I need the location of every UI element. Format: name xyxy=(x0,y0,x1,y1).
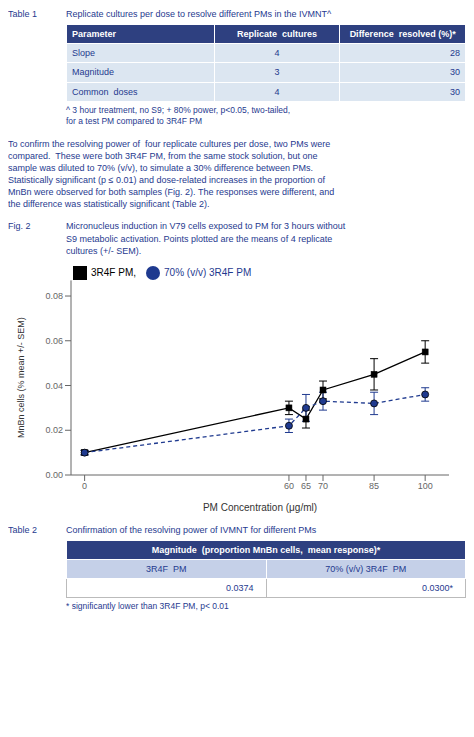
html-text:0.0300*: 0.0300* xyxy=(422,583,453,594)
html-text:Table 2: Table 2 xyxy=(8,524,37,535)
html-text:70% (v/v) 3R4F PM: 70% (v/v) 3R4F PM xyxy=(325,564,407,575)
html-text:30: 30 xyxy=(450,67,460,78)
html-text:3R4F PM,: 3R4F PM, xyxy=(91,266,136,278)
html-text:* significantly lower than 3R4: * significantly lower than 3R4F PM, p< 0… xyxy=(66,601,229,612)
svg-text:0.00: 0.00 xyxy=(45,470,63,480)
html-text:Magnitude: Magnitude xyxy=(72,67,114,78)
html-text:4: 4 xyxy=(274,48,280,59)
svg-text:100: 100 xyxy=(418,481,433,491)
svg-text:0.04: 0.04 xyxy=(45,381,63,391)
html-text:3R4F PM: 3R4F PM xyxy=(146,564,187,575)
html-text:0.0374: 0.0374 xyxy=(226,583,254,594)
html-text:Parameter: Parameter xyxy=(72,29,116,40)
html-text:Slope: Slope xyxy=(72,48,95,59)
svg-text:0: 0 xyxy=(82,481,87,491)
html-text:Replicate cultures: Replicate cultures xyxy=(236,29,317,40)
html-text:Common doses: Common doses xyxy=(72,86,138,97)
svg-text:70: 70 xyxy=(318,481,328,491)
html-text:Magnitude (proportion MnBn cel: Magnitude (proportion MnBn cells, mean r… xyxy=(151,545,381,555)
html-text:4: 4 xyxy=(274,86,280,97)
html-text:Difference resolved (%)*: Difference resolved (%)* xyxy=(349,29,456,40)
html-text:30: 30 xyxy=(450,86,460,97)
html-text:^ 3 hour treatment, no S9; + 8: ^ 3 hour treatment, no S9; + 80% power, … xyxy=(66,104,291,127)
html-text:Micronucleus induction in V79: Micronucleus induction in V79 cells expo… xyxy=(66,221,346,256)
html-text:Confirmation of the resolving: Confirmation of the resolving power of I… xyxy=(66,524,317,535)
svg-text:PM Concentration (μg/ml): PM Concentration (μg/ml) xyxy=(203,502,317,513)
svg-text:0.02: 0.02 xyxy=(45,425,63,435)
html-text:To confirm the resolving power: To confirm the resolving power of four r… xyxy=(8,138,335,210)
svg-text:60: 60 xyxy=(284,481,294,491)
svg-text:MnBn cells (% mean +/- SEM): MnBn cells (% mean +/- SEM) xyxy=(16,317,26,438)
html-text:Replicate cultures per dose to: Replicate cultures per dose to resolve d… xyxy=(66,9,332,19)
html-text:28: 28 xyxy=(450,48,460,59)
svg-text:65: 65 xyxy=(301,481,311,491)
html-text:3: 3 xyxy=(274,67,280,78)
html-text:Table 1: Table 1 xyxy=(8,9,37,19)
svg-text:85: 85 xyxy=(369,481,379,491)
svg-text:0.06: 0.06 xyxy=(45,336,63,346)
html-text:Fig. 2: Fig. 2 xyxy=(8,221,31,232)
svg-text:0.08: 0.08 xyxy=(45,291,63,301)
html-text:70% (v/v) 3R4F PM: 70% (v/v) 3R4F PM xyxy=(164,266,252,278)
